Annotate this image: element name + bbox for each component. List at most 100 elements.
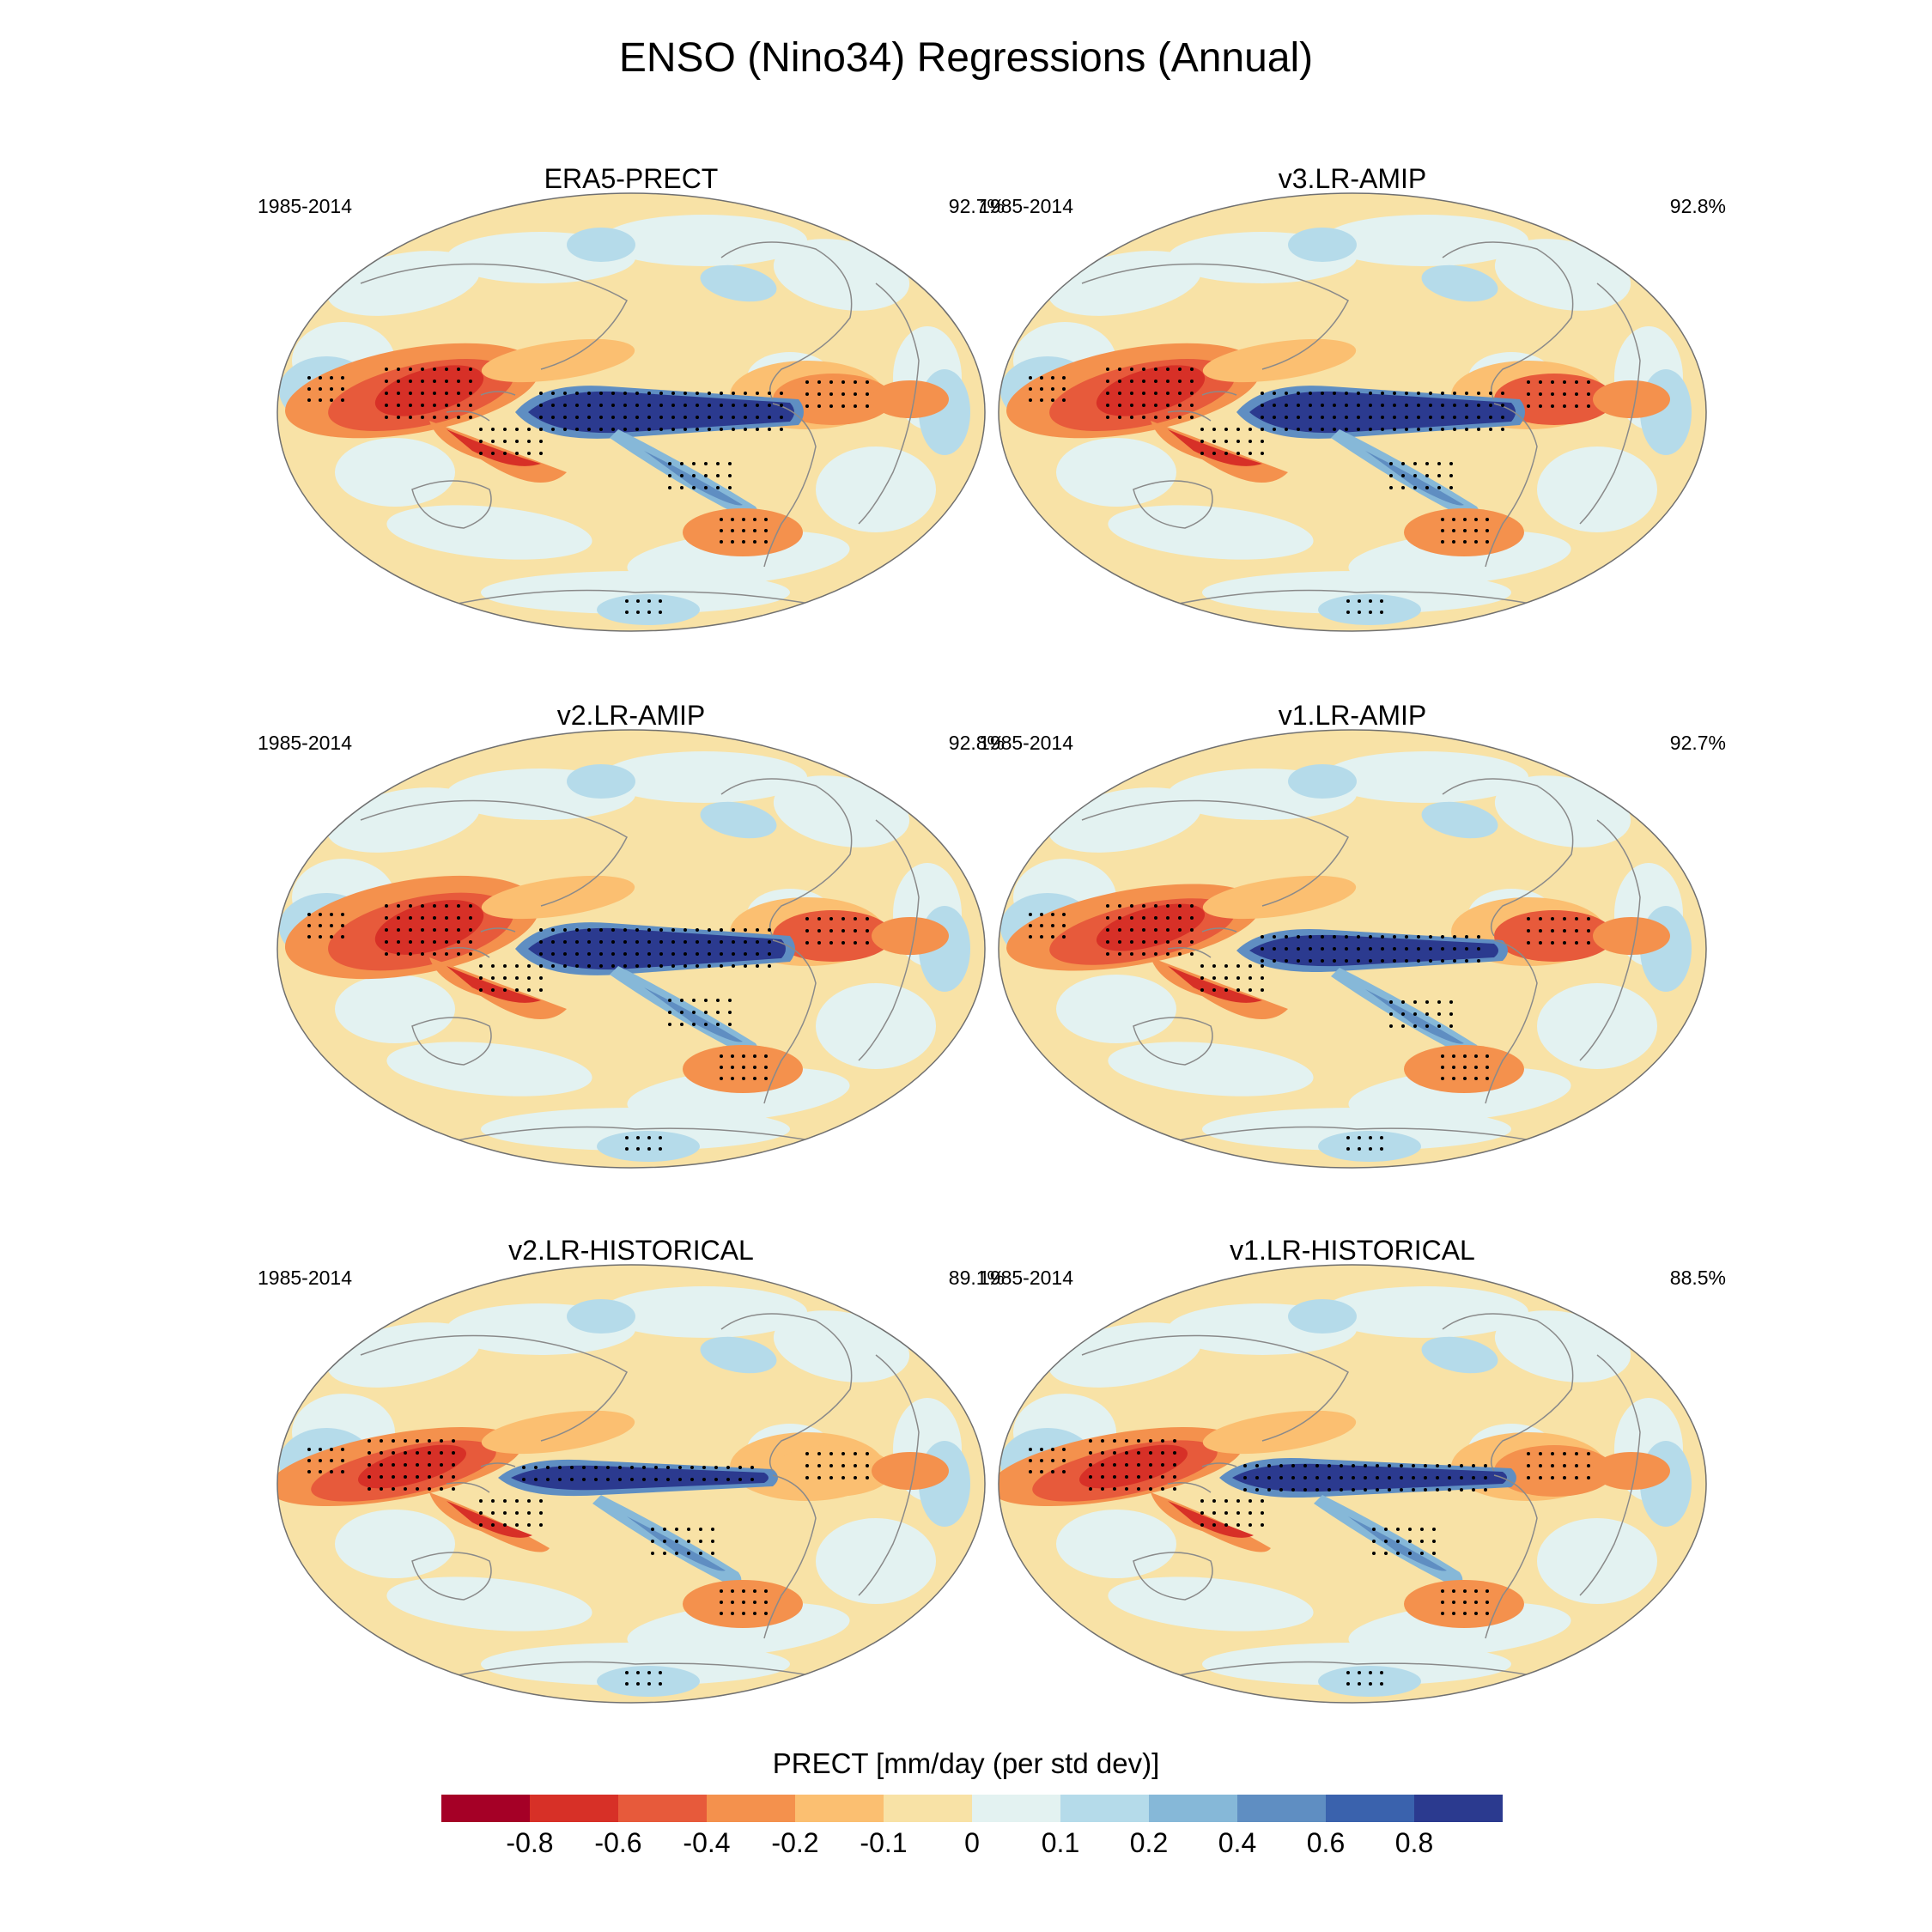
significance-dot xyxy=(1190,940,1194,944)
weak-positive-region xyxy=(1537,1518,1657,1604)
significance-dot xyxy=(551,416,555,419)
significance-dot xyxy=(618,1478,622,1481)
significance-dot xyxy=(720,952,723,956)
significance-dot xyxy=(1040,398,1043,402)
significance-dot xyxy=(1485,1077,1489,1080)
significance-dot xyxy=(1436,1464,1439,1467)
significance-dot xyxy=(563,428,567,431)
significance-dot xyxy=(319,924,322,927)
significance-dot xyxy=(625,1682,629,1686)
significance-dot xyxy=(409,368,412,371)
significance-dot xyxy=(1285,416,1288,419)
significance-dot xyxy=(647,392,651,395)
significance-dot xyxy=(1452,518,1455,521)
significance-dot xyxy=(1118,404,1121,407)
significance-dot xyxy=(668,486,671,489)
significance-dot xyxy=(720,1054,723,1058)
significance-dot xyxy=(636,599,640,603)
panel-pattern-correlation: 92.8% xyxy=(1669,195,1726,217)
significance-dot xyxy=(515,428,519,431)
significance-dot xyxy=(1474,1612,1478,1615)
significance-dot xyxy=(659,928,663,932)
significance-dot xyxy=(452,1463,455,1467)
significance-dot xyxy=(1236,452,1240,455)
significance-dot xyxy=(307,924,311,927)
significance-dot xyxy=(671,928,675,932)
significance-dot xyxy=(491,428,495,431)
strong-positive-region xyxy=(1232,1463,1507,1492)
significance-dot xyxy=(1474,518,1478,521)
significance-dot xyxy=(392,1487,395,1491)
colorbar-tick-label: 0.4 xyxy=(1218,1827,1257,1858)
colorbar-tick-label: 0 xyxy=(964,1827,980,1858)
significance-dot xyxy=(1291,1476,1295,1479)
significance-dot xyxy=(780,428,783,431)
significance-dot xyxy=(452,1475,455,1479)
significance-dot xyxy=(1118,952,1121,956)
weak-positive-region xyxy=(1056,1510,1176,1578)
significance-dot xyxy=(1142,940,1145,944)
significance-dot xyxy=(647,428,651,431)
significance-dot xyxy=(1587,1452,1590,1455)
significance-dot xyxy=(708,940,711,944)
colorbar-tick-label: -0.6 xyxy=(594,1827,642,1858)
significance-dot xyxy=(1441,1077,1444,1080)
significance-dot xyxy=(1477,392,1480,395)
significance-dot xyxy=(1575,392,1578,396)
significance-dot xyxy=(330,1448,333,1451)
significance-dot xyxy=(1463,1066,1467,1069)
significance-dot xyxy=(1029,376,1032,380)
significance-dot xyxy=(515,440,519,443)
weak-positive-region xyxy=(1056,975,1176,1043)
significance-dot xyxy=(563,416,567,419)
weak-positive-region xyxy=(601,1286,807,1338)
positive-region xyxy=(700,801,777,839)
significance-dot xyxy=(1249,1511,1252,1515)
significance-dot xyxy=(1369,959,1372,963)
significance-dot xyxy=(1364,1464,1367,1467)
significance-dot xyxy=(452,1439,455,1443)
significance-dot xyxy=(1448,1464,1451,1467)
significance-dot xyxy=(1051,387,1054,391)
significance-dot xyxy=(1441,518,1444,521)
significance-dot xyxy=(330,376,333,380)
significance-dot xyxy=(1424,1464,1427,1467)
significance-dot xyxy=(1029,1470,1032,1473)
significance-dot xyxy=(704,462,708,465)
negative-region xyxy=(1096,903,1206,951)
significance-dot xyxy=(539,392,543,395)
significance-dot xyxy=(1539,941,1542,945)
significance-dot xyxy=(307,1459,311,1462)
significance-dot xyxy=(1381,404,1384,407)
coastline xyxy=(360,263,628,370)
significance-dot xyxy=(421,916,424,920)
weak-positive-region xyxy=(1056,438,1176,507)
significance-dot xyxy=(764,1612,768,1615)
significance-dot xyxy=(1527,917,1530,920)
significance-dot xyxy=(1472,1464,1475,1467)
significance-dot xyxy=(1297,959,1300,963)
significance-dot xyxy=(433,940,436,944)
significance-dot xyxy=(753,1601,756,1604)
significance-dot xyxy=(1412,1488,1415,1492)
significance-dot xyxy=(539,940,543,944)
significance-dot xyxy=(1273,416,1276,419)
significance-dot xyxy=(1425,1012,1429,1016)
significance-dot xyxy=(491,1523,495,1527)
significance-dot xyxy=(1285,428,1288,431)
significance-dot xyxy=(1166,916,1170,920)
significance-dot xyxy=(1106,368,1109,371)
significance-dot xyxy=(1236,1499,1240,1503)
map-border xyxy=(998,192,1707,632)
significance-dot xyxy=(1149,1475,1152,1479)
significance-dot xyxy=(720,1601,723,1604)
significance-dot xyxy=(307,1448,311,1451)
significance-dot xyxy=(1452,1589,1455,1593)
significance-dot xyxy=(558,1478,562,1481)
coastline xyxy=(1442,778,1574,937)
significance-dot xyxy=(1345,416,1348,419)
significance-dot xyxy=(1463,1054,1467,1058)
significance-dot xyxy=(1393,935,1396,939)
significance-dot xyxy=(479,452,483,455)
significance-dot xyxy=(1358,599,1361,603)
